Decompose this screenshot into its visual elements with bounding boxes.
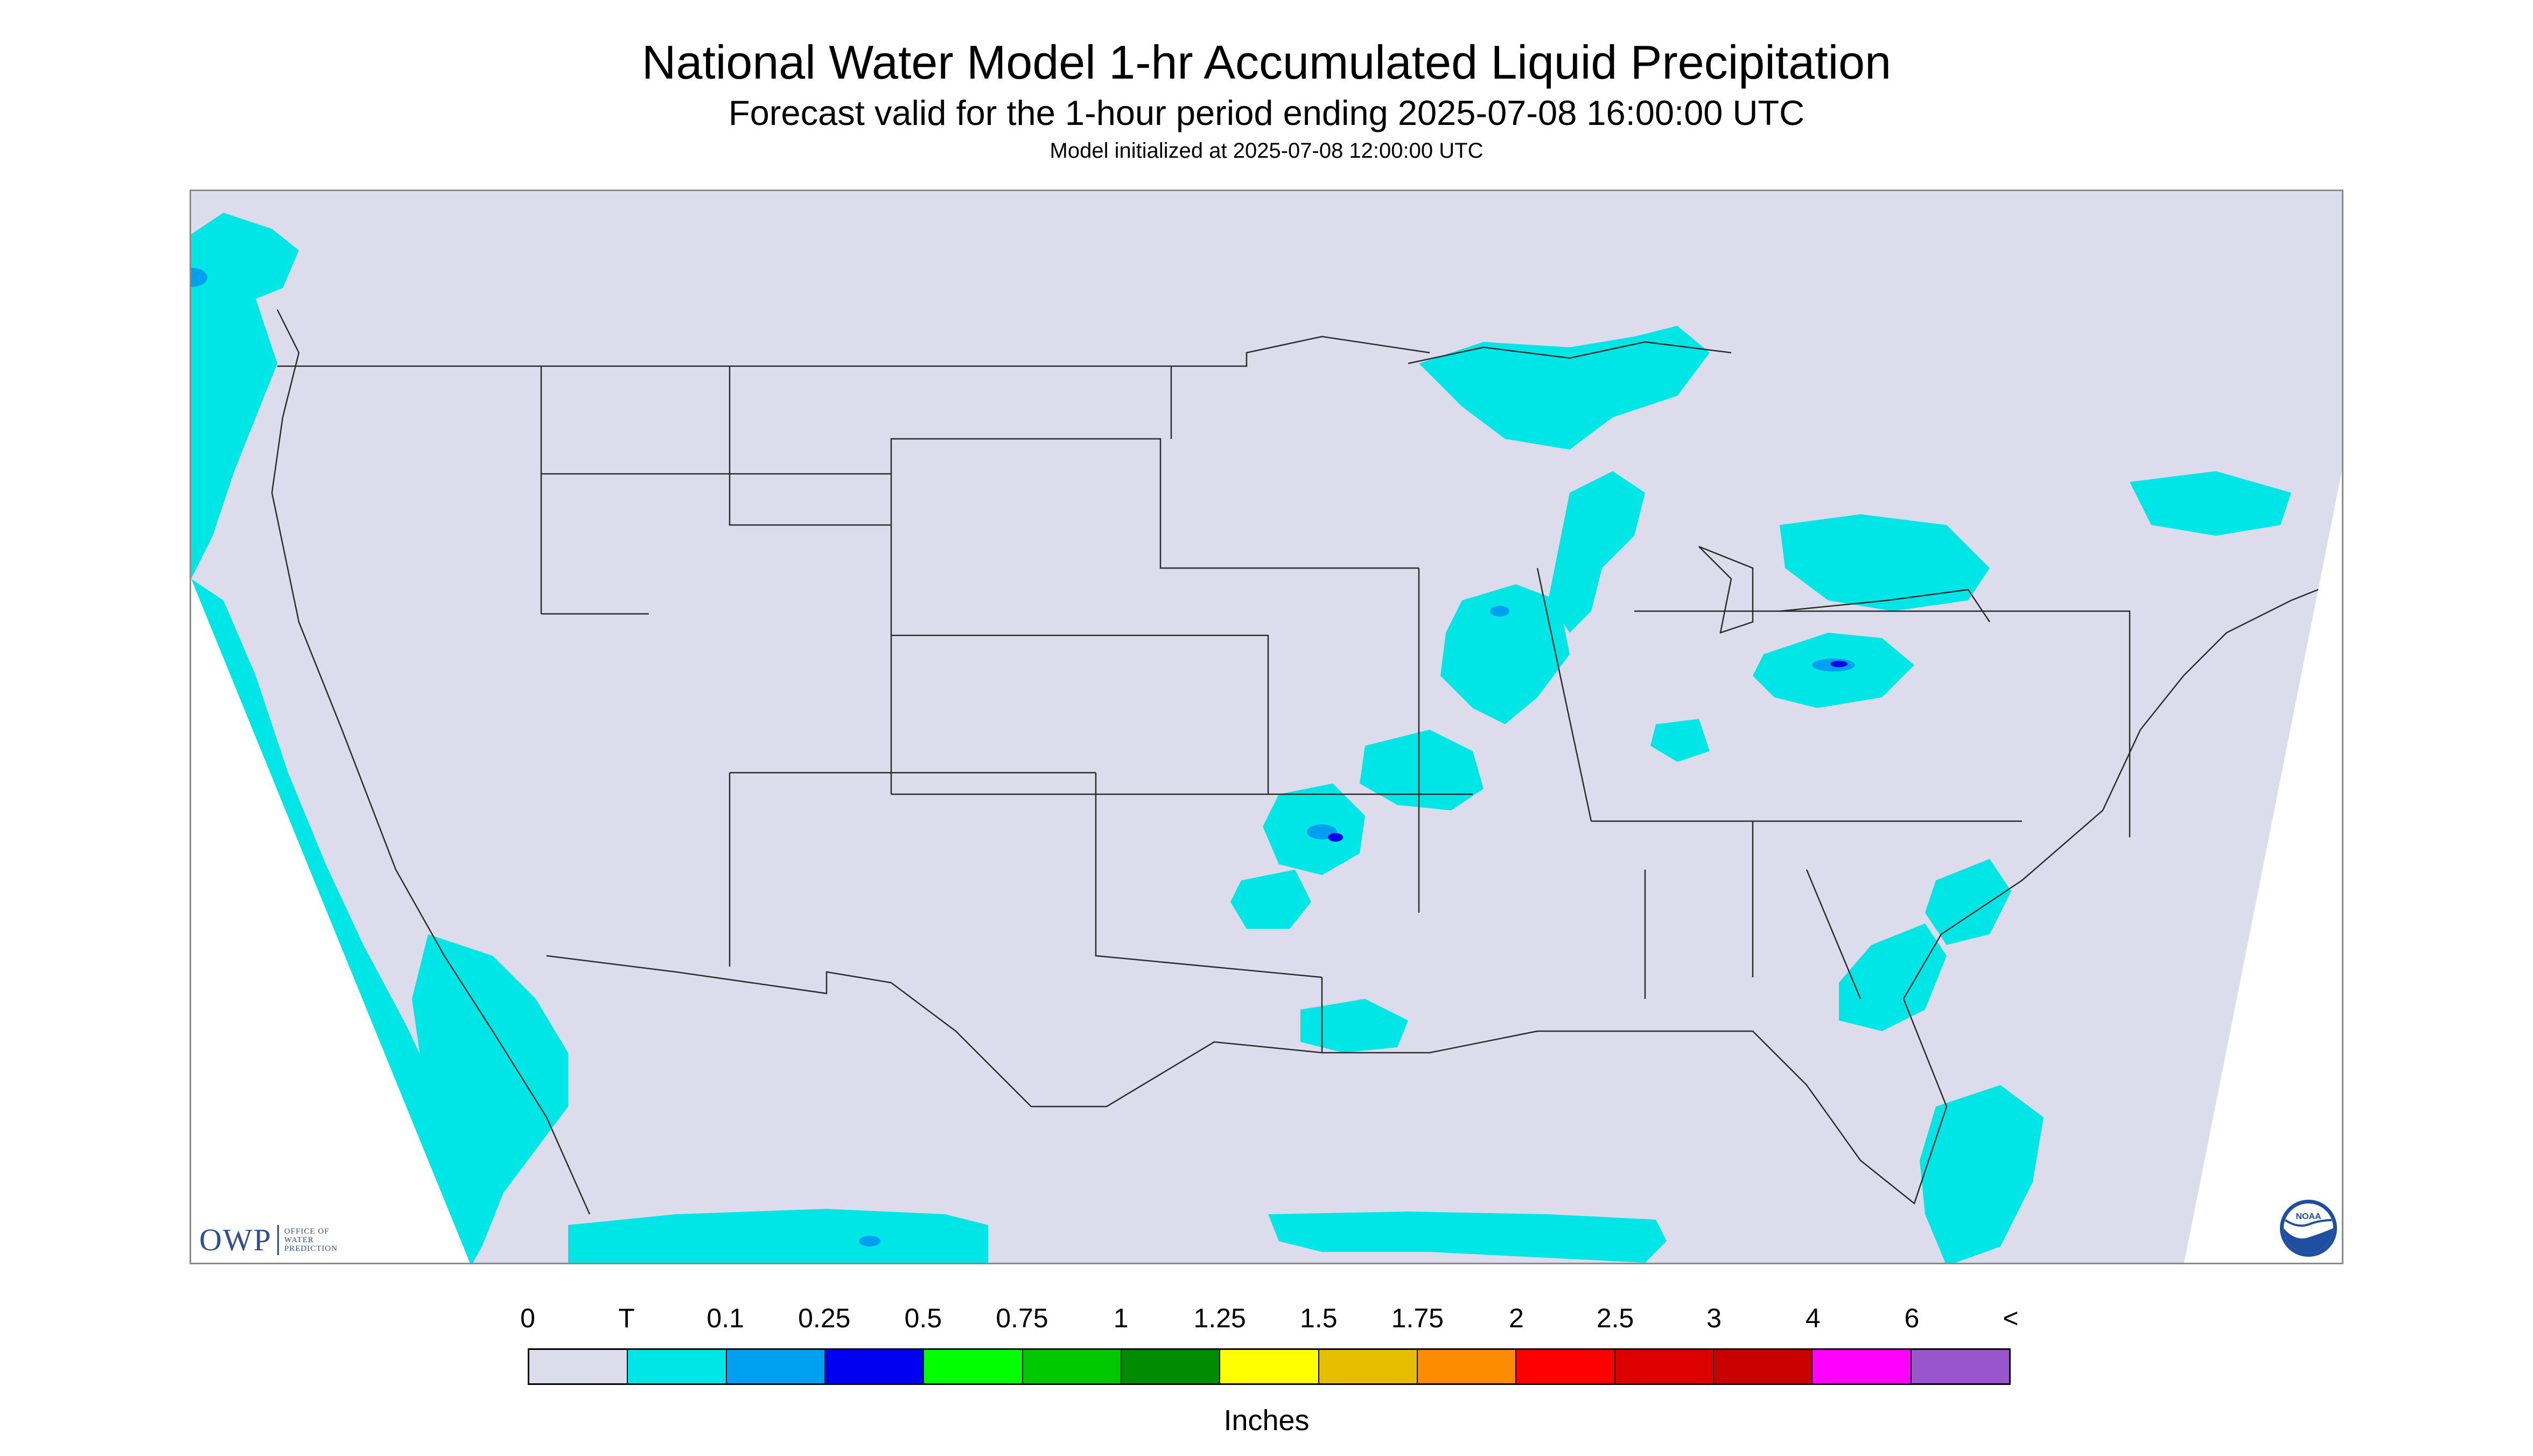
colorbar-swatch [627,1350,726,1383]
noaa-logo-text: NOAA [2296,1212,2321,1221]
precipitation-heavy-cells [191,268,1855,1247]
colorbar-swatch [1318,1350,1417,1383]
colorbar-tick-label: 0.25 [798,1303,851,1333]
colorbar-swatch [1811,1350,1911,1383]
precip-cell [1490,606,1509,617]
precipitation-map [190,190,2343,1264]
colorbar-tick-label: 1.5 [1300,1303,1338,1333]
precip-area [1650,719,1710,762]
colorbar-tick-label: 4 [1805,1303,1821,1333]
precip-area [1440,584,1570,724]
colorbar-tick-label: 2.5 [1596,1303,1634,1333]
owp-sub-line: PREDICTION [284,1244,338,1253]
us-mexico-border [546,955,1032,1107]
colorbar-swatch [1021,1350,1121,1383]
colorbar-swatch [923,1350,1022,1383]
precip-cell [1328,833,1343,842]
coastline-gulf [1031,998,1948,1205]
precip-area [1360,730,1484,810]
precipitation-layer [191,213,2291,1263]
colorbar-swatch [725,1350,824,1383]
precip-area [191,579,471,1263]
colorbar-swatch [1614,1350,1713,1383]
precip-area [1839,923,1947,1031]
valid-time-subtitle: Forecast valid for the 1-hour period end… [728,93,1805,132]
precip-area [1300,999,1408,1053]
precip-area [1548,471,1645,633]
colorbar-tick-label: 0.75 [996,1303,1048,1333]
colorbar-tick-label: 2 [1509,1303,1524,1333]
colorbar-tick-label: 0 [520,1303,535,1333]
colorbar-tick-label: 0.1 [706,1303,744,1333]
colorbar-swatch [1219,1350,1318,1383]
precip-area [1419,326,1710,450]
colorbar-tick-label: 1 [1113,1303,1129,1333]
colorbar-swatch [1712,1350,1812,1383]
coastline-pacific [271,309,591,1215]
colorbar-swatch [1910,1350,2009,1383]
colorbar-tick-label: 1.75 [1391,1303,1444,1333]
outside-domain-right [2184,471,2342,1263]
owp-logo-text: OWP [199,1222,272,1257]
great-lakes [1408,341,1991,634]
colorbar-tick-label: T [618,1303,635,1333]
us-canada-border [277,335,1430,367]
colorbar-tick-label: 6 [1904,1303,1920,1333]
colorbar-tick-label: < [2003,1303,2019,1333]
precip-area [2130,471,2291,536]
precip-area [191,213,299,579]
colorbar-swatch [529,1350,627,1383]
model-init-line: Model initialized at 2025-07-08 12:00:00… [1049,139,1484,163]
colorbar-tick-label: 0.5 [904,1303,942,1333]
owp-logo-subtext: OFFICE OF WATER PREDICTION [284,1227,338,1253]
precip-area [1920,1085,2044,1263]
map-title: National Water Model 1-hr Accumulated Li… [641,36,1892,89]
owp-logo-divider [277,1225,279,1255]
owp-sub-line: WATER [284,1236,314,1244]
precip-area [568,1209,988,1263]
noaa-logo: NOAA [2280,1200,2337,1257]
state-and-country-boundaries [271,309,2342,1215]
precip-area [1925,859,2011,945]
map-canvas [191,191,2342,1263]
precip-area [1230,870,1311,929]
precip-area [1780,514,1990,611]
outside-domain-left [191,579,470,1263]
owp-logo: OWP OFFICE OF WATER PREDICTION [199,1221,382,1259]
precip-area [1268,1212,1667,1263]
colorbar-swatch [1416,1350,1516,1383]
colorbar-swatch [1515,1350,1614,1383]
precip-colorbar [528,1348,2011,1385]
owp-sub-line: OFFICE OF [284,1227,330,1236]
colorbar-swatch [824,1350,923,1383]
precip-cell [1830,661,1848,667]
precip-area [412,934,568,1263]
precip-cell [191,268,207,287]
colorbar-tick-label: 1.25 [1193,1303,1246,1333]
colorbar-labels: 0 T 0.1 0.25 0.5 0.75 1 1.25 1.5 1.75 2 2.5 3 4 6 < [0,1302,2533,1340]
precip-cell [859,1236,880,1247]
colorbar-tick-label: 3 [1706,1303,1722,1333]
state-boundaries [540,366,2131,1053]
colorbar-swatch [1120,1350,1220,1383]
colorbar-units-label: Inches [1223,1404,1310,1437]
coastline-atlantic [1902,579,2342,999]
model-domain-background [191,191,2342,1263]
